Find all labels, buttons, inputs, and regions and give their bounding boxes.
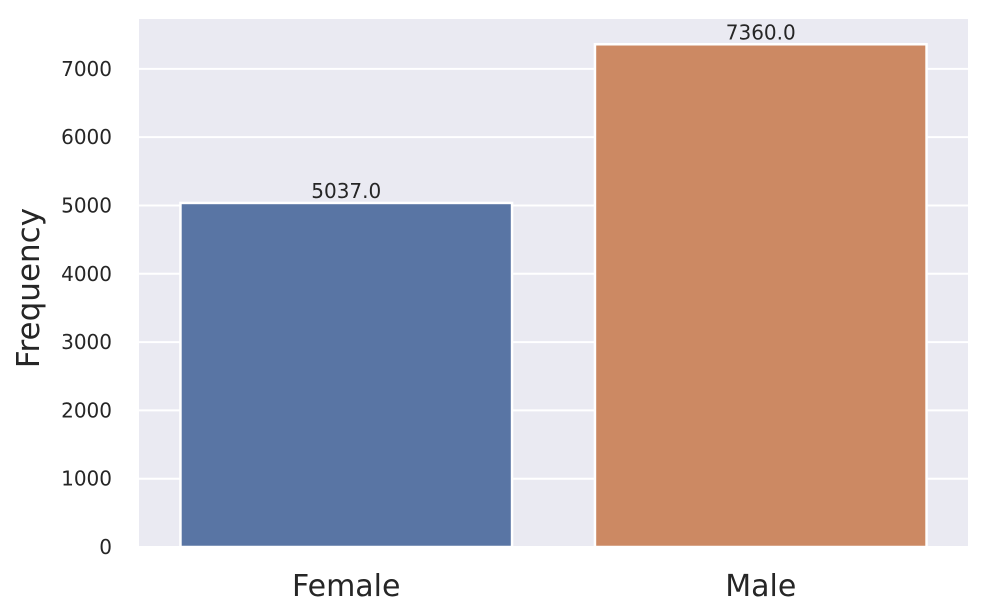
x-tick-label: Female	[292, 569, 400, 600]
bars	[179, 43, 928, 549]
x-tick-label: Male	[725, 569, 796, 600]
y-tick-label: 1000	[61, 467, 112, 491]
bar-male	[593, 43, 928, 549]
x-tick-labels: Female Male	[292, 569, 796, 600]
bar-female	[179, 201, 514, 549]
y-tick-labels: 0 1000 2000 3000 4000 5000 6000 7000	[61, 57, 112, 559]
data-labels: 5037.0 7360.0	[311, 20, 795, 203]
data-label: 5037.0	[311, 179, 381, 203]
data-label: 7360.0	[726, 20, 796, 44]
y-tick-label: 3000	[61, 330, 112, 354]
y-tick-label: 2000	[61, 398, 112, 422]
y-tick-label: 4000	[61, 262, 112, 286]
y-axis-title: Frequency	[11, 208, 47, 368]
y-tick-label: 5000	[61, 193, 112, 217]
y-tick-label: 6000	[61, 125, 112, 149]
y-tick-label: 7000	[61, 57, 112, 81]
y-tick-label: 0	[99, 535, 112, 559]
